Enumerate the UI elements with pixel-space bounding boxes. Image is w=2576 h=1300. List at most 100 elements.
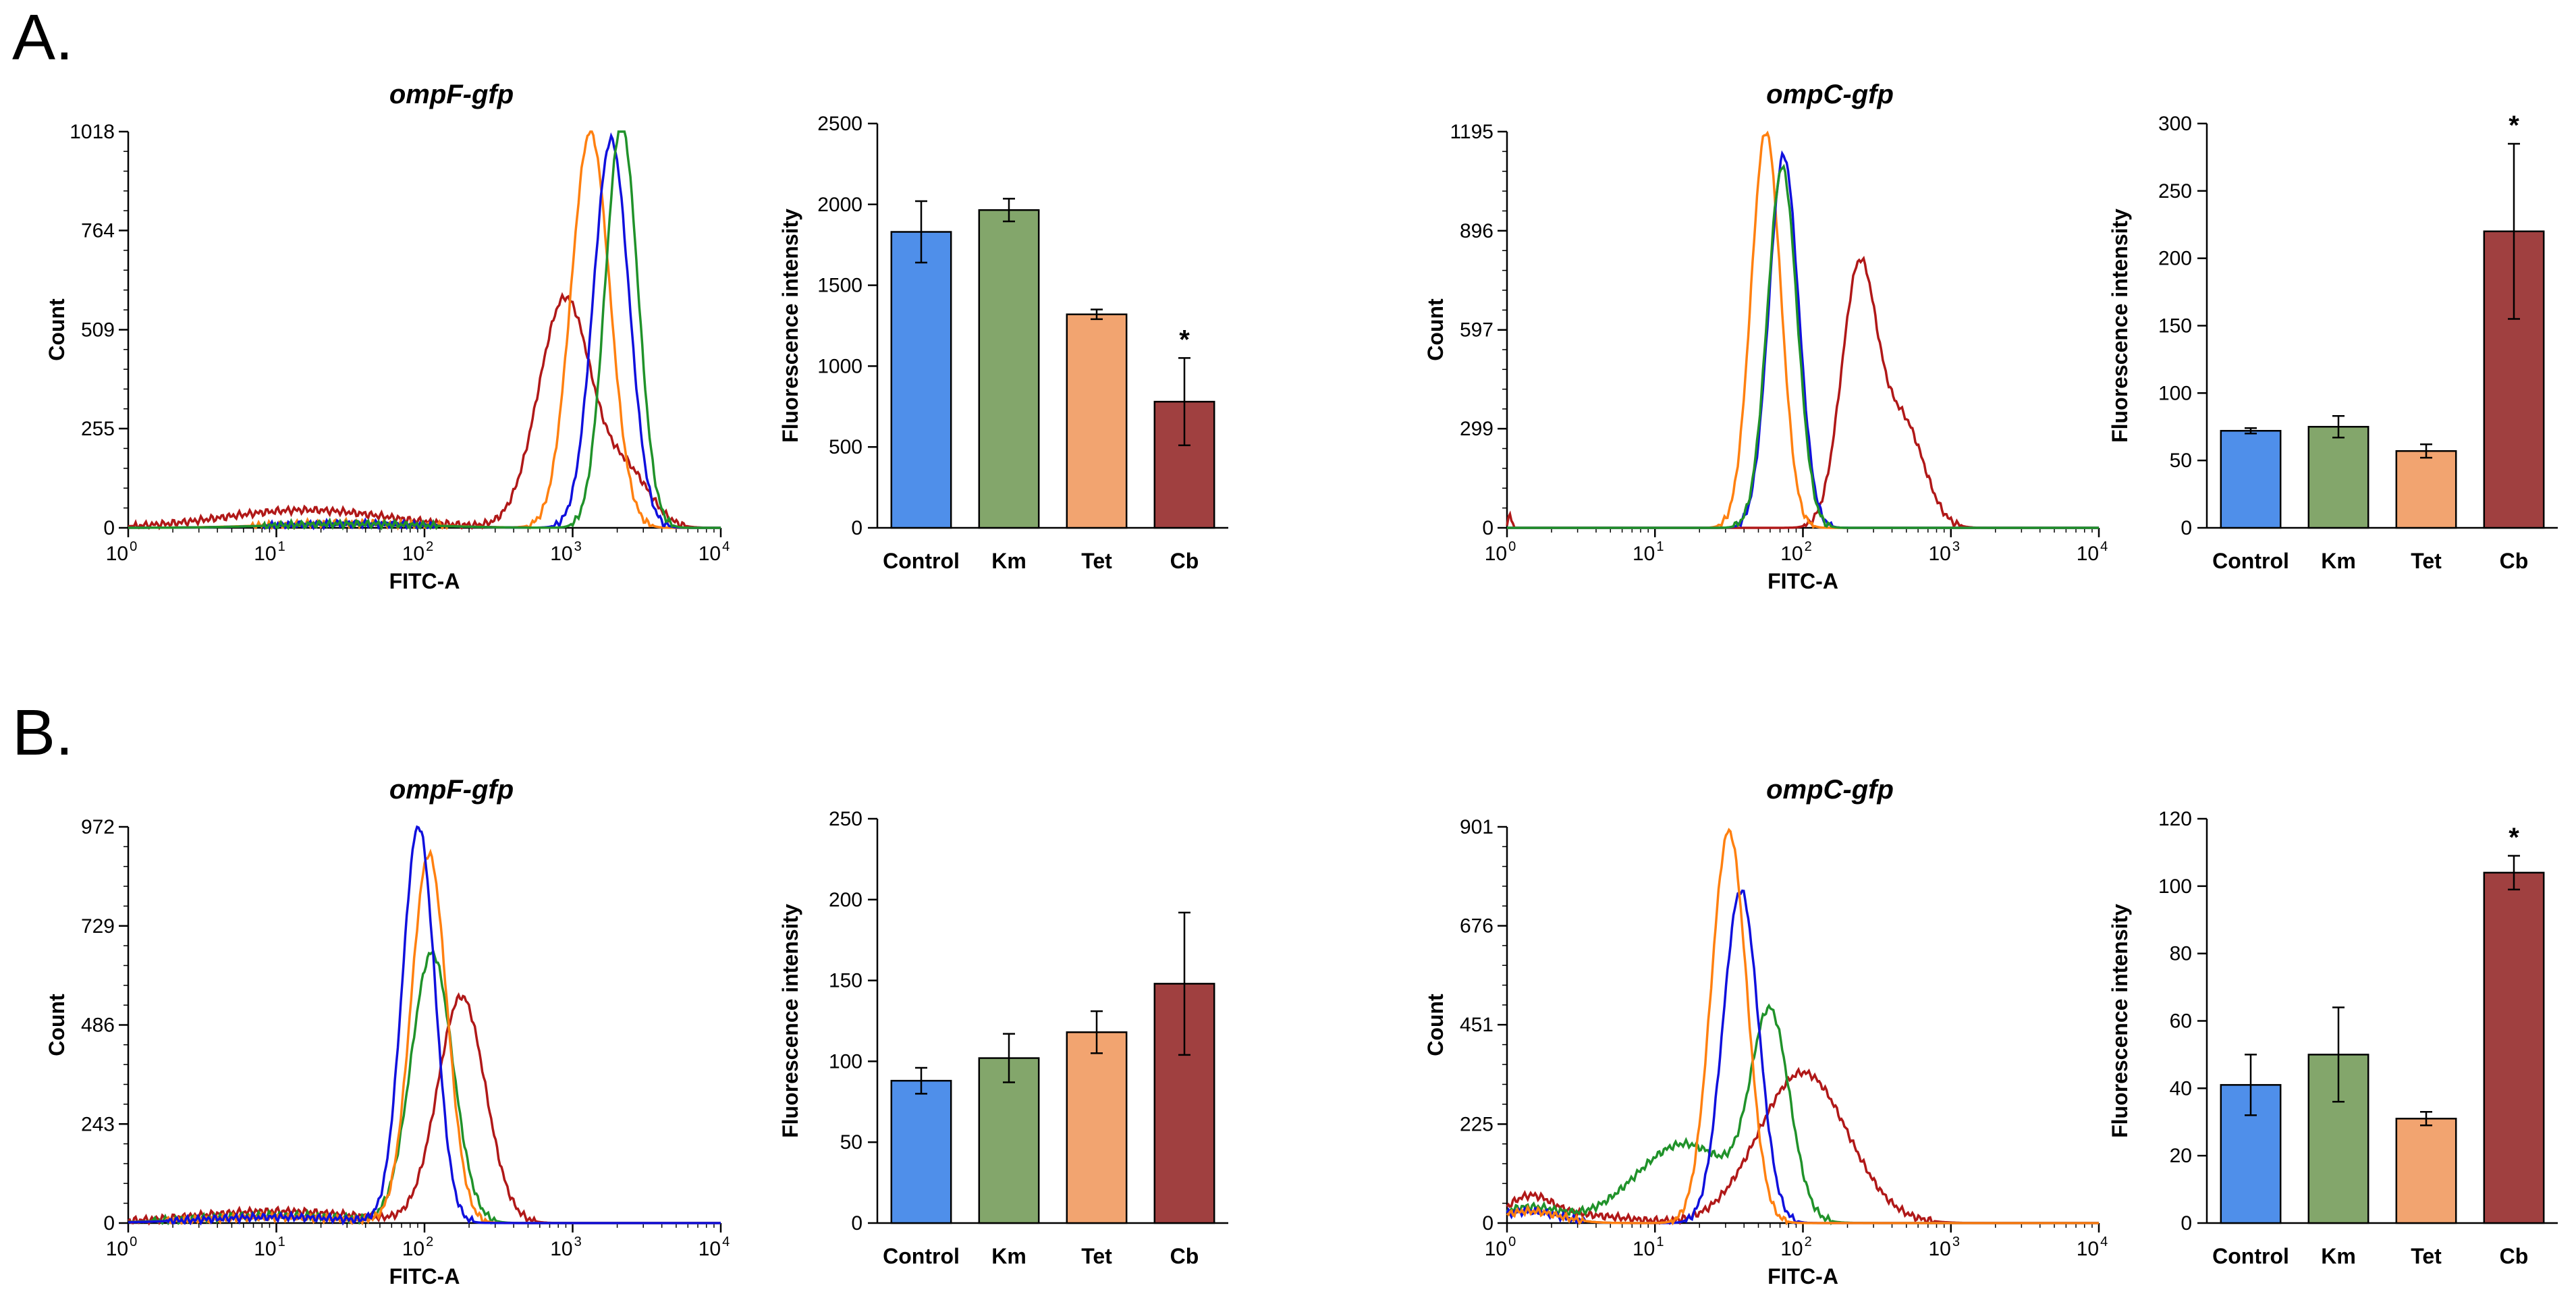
category-label-km: Km xyxy=(991,1244,1026,1268)
category-label-km: Km xyxy=(991,549,1026,573)
x-tick-exponent: 0 xyxy=(1508,539,1516,554)
histogram-curve-red xyxy=(127,992,721,1226)
y-tick-label: 597 xyxy=(1460,319,1493,342)
x-tick-exponent: 1 xyxy=(278,539,285,554)
y-tick-label: 300 xyxy=(2158,113,2192,135)
bar-tet xyxy=(1066,313,1128,529)
histogram-curve-blue xyxy=(128,825,721,1226)
category-label-cb: Cb xyxy=(2500,1244,2529,1268)
bar-control xyxy=(890,1079,952,1224)
y-tick-label: 0 xyxy=(1482,1212,1493,1235)
y-tick-label: 200 xyxy=(2158,248,2192,270)
histogram-curve-blue xyxy=(1507,150,2099,529)
x-tick-label: 10 0 xyxy=(1485,539,1516,565)
x-tick-exponent: 1 xyxy=(278,1235,285,1249)
bar-km xyxy=(2307,426,2369,529)
significance-marker: * xyxy=(2509,823,2519,852)
x-tick-exponent: 0 xyxy=(1508,1235,1516,1249)
histogram-curve-orange xyxy=(1507,130,2099,529)
y-tick-label: 509 xyxy=(81,319,115,342)
x-tick-label: 10 0 xyxy=(106,539,138,565)
x-tick-label: 10 1 xyxy=(254,1235,285,1260)
y-tick-label: 255 xyxy=(81,418,115,440)
y-tick-label: 50 xyxy=(840,1131,862,1154)
y-tick-label: 486 xyxy=(81,1014,115,1037)
y-tick-label: 901 xyxy=(1460,816,1493,838)
x-tick-exponent: 2 xyxy=(426,539,433,554)
x-tick-label: 10 4 xyxy=(698,539,730,565)
y-tick-label: 250 xyxy=(829,808,862,830)
x-tick-label: 10 4 xyxy=(2077,1235,2108,1260)
histogram-title: ompF-gfp xyxy=(389,80,514,109)
bar-chart: 0 20 40 60 80 100 120 Fluorescence intensity Con… xyxy=(2108,808,2558,1268)
category-label-cb: Cb xyxy=(2500,549,2529,573)
x-tick-exponent: 4 xyxy=(722,1235,730,1249)
y-tick-label: 500 xyxy=(829,436,862,458)
histogram-curve-orange xyxy=(128,848,721,1226)
y-axis-label: Count xyxy=(1423,298,1448,361)
x-tick-label: 10 1 xyxy=(254,539,285,565)
y-tick-label: 972 xyxy=(81,816,115,838)
y-tick-label: 150 xyxy=(829,970,862,992)
category-label-km: Km xyxy=(2321,549,2356,573)
y-axis-label: Fluorescence intensity xyxy=(778,209,802,443)
x-tick-label: 10 2 xyxy=(402,1235,434,1260)
y-axis-label: Fluorescence intensity xyxy=(778,904,802,1138)
histogram-curve-green xyxy=(128,950,721,1226)
category-label-km: Km xyxy=(2321,1244,2356,1268)
x-tick-label: 10 3 xyxy=(550,539,582,565)
x-tick-label: 10 0 xyxy=(1485,1235,1516,1260)
x-tick-label: 10 0 xyxy=(106,1235,138,1260)
x-tick-exponent: 4 xyxy=(722,539,730,554)
histogram-title: ompF-gfp xyxy=(389,775,514,805)
y-tick-label: 1195 xyxy=(1450,121,1493,143)
bar-tet xyxy=(2395,1118,2457,1224)
histogram-title: ompC-gfp xyxy=(1766,775,1894,805)
y-tick-label: 225 xyxy=(1460,1113,1493,1135)
x-axis-label: FITC-A xyxy=(389,1264,460,1289)
x-axis-label: FITC-A xyxy=(1767,569,1838,593)
histogram-curve-orange xyxy=(1506,828,2099,1226)
y-tick-label: 100 xyxy=(2158,875,2192,898)
x-tick-exponent: 1 xyxy=(1656,1235,1664,1249)
histogram-curve-green xyxy=(128,130,721,531)
bar-control xyxy=(890,231,952,529)
bar-chart: 0 50 100 150 200 250 Fluorescence intensity Con… xyxy=(778,808,1228,1268)
histogram-curve-green xyxy=(1506,1003,2099,1226)
y-tick-label: 0 xyxy=(103,517,115,539)
y-tick-label: 2000 xyxy=(817,194,862,216)
y-tick-label: 299 xyxy=(1460,418,1493,440)
category-label-tet: Tet xyxy=(1081,549,1112,573)
category-label-control: Control xyxy=(883,549,960,573)
x-tick-exponent: 4 xyxy=(2100,539,2108,554)
y-tick-label: 451 xyxy=(1460,1014,1493,1036)
significance-marker: * xyxy=(2509,111,2519,140)
y-tick-label: 0 xyxy=(851,517,862,539)
x-tick-exponent: 0 xyxy=(130,1235,137,1249)
y-tick-label: 243 xyxy=(81,1113,115,1135)
x-tick-exponent: 0 xyxy=(130,539,137,554)
x-tick-label: 10 4 xyxy=(698,1235,730,1260)
y-tick-label: 100 xyxy=(829,1050,862,1073)
x-tick-exponent: 4 xyxy=(2100,1235,2108,1249)
bar-chart: 0 50 100 150 200 250 300 Fluorescence intensity… xyxy=(2108,111,2558,573)
bar-km xyxy=(978,209,1040,529)
y-axis-label: Fluorescence intensity xyxy=(2108,904,2132,1138)
y-axis-label: Count xyxy=(45,994,69,1056)
y-axis-label: Count xyxy=(45,298,69,361)
histogram-title: ompC-gfp xyxy=(1766,80,1894,109)
y-tick-label: 150 xyxy=(2158,315,2192,337)
category-label-tet: Tet xyxy=(2411,1244,2442,1268)
x-tick-label: 10 3 xyxy=(550,1235,582,1260)
category-label-tet: Tet xyxy=(1081,1244,1112,1268)
y-tick-label: 250 xyxy=(2158,180,2192,202)
y-axis-label: Fluorescence intensity xyxy=(2108,209,2132,443)
y-tick-label: 60 xyxy=(2170,1010,2192,1033)
y-tick-label: 0 xyxy=(2181,1212,2192,1235)
y-tick-label: 0 xyxy=(2181,517,2192,539)
x-tick-label: 10 2 xyxy=(402,539,434,565)
